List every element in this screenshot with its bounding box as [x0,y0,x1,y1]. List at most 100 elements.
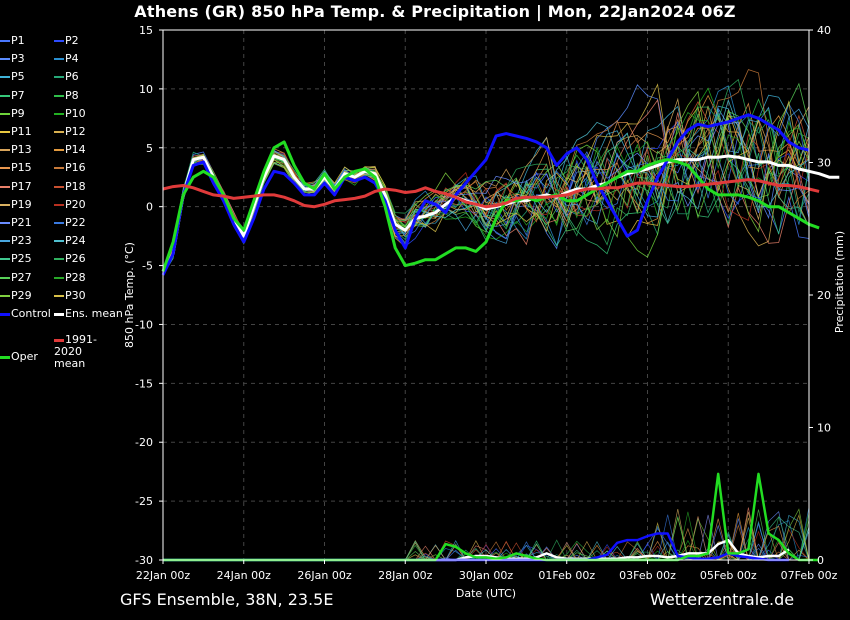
legend-label: P2 [65,34,79,47]
legend-label: P27 [11,270,32,284]
x-tick-label: 05Feb 00z [700,569,757,582]
legend-item: P14 [54,143,86,157]
legend-item: P2 [54,34,79,48]
legend-label: P19 [11,197,32,211]
model-caption: GFS Ensemble, 38N, 23.5E [120,590,334,609]
y-tick-label-left: -30 [135,554,153,567]
legend-label: P1 [11,34,25,47]
legend-item: P27 [0,271,32,285]
chart-title: Athens (GR) 850 hPa Temp. & Precipitatio… [134,2,736,21]
legend-item: P26 [54,252,86,266]
legend-swatch [0,112,10,115]
y-axis-label-left: 850 hPa Temp. (°C) [123,242,136,348]
legend-swatch [0,258,10,261]
x-tick-label: 30Jan 00z [459,569,513,582]
legend-swatch [54,131,64,133]
legend-swatch [0,40,10,42]
legend-label: P13 [11,143,32,157]
legend-swatch [0,131,10,133]
legend-label: P22 [65,216,86,229]
legend-item: P4 [54,52,79,66]
legend-label: P12 [65,125,86,138]
y-tick-label-right: 30 [817,157,831,170]
legend-label: P23 [11,234,32,248]
legend-label: P18 [65,179,86,193]
legend-item: P1 [0,34,25,48]
legend-item: P11 [0,125,32,139]
legend-swatch [0,240,10,243]
legend-swatch [0,94,10,97]
y-tick-label-right: 40 [817,24,831,37]
x-tick-label: 03Feb 00z [619,569,676,582]
y-tick-label-left: 10 [139,83,153,96]
y-tick-label-right: 0 [817,554,824,567]
legend-item: P20 [54,198,86,212]
legend-item: P28 [54,271,86,285]
x-tick-label: 28Jan 00z [378,569,432,582]
x-axis-label: Date (UTC) [456,587,516,600]
legend-item: P19 [0,198,32,212]
legend-label: P14 [65,143,86,157]
legend-item: P22 [54,216,86,230]
y-tick-label-left: -20 [135,436,153,449]
legend-item: Ens. mean [54,307,123,321]
legend-label: P6 [65,70,79,84]
legend-swatch [54,40,64,42]
legend-swatch [54,276,64,279]
legend-label: P29 [11,288,32,302]
legend-swatch [0,185,10,188]
x-tick-label: 01Feb 00z [538,569,595,582]
legend-label: P11 [11,125,32,138]
legend-item: P29 [0,289,32,303]
legend-swatch [0,149,10,152]
y-tick-label-left: -25 [135,495,153,508]
y-tick-label-right: 10 [817,422,831,435]
legend-label: P24 [65,234,86,248]
legend-item: Control [0,307,51,321]
x-tick-label: 26Jan 00z [297,569,351,582]
legend-label: Ens. mean [65,307,123,320]
legend-swatch [0,276,10,279]
legend-label: P16 [65,161,86,175]
x-tick-label: 24Jan 00z [217,569,271,582]
legend-swatch [54,185,64,188]
series-line-control [161,113,810,276]
legend-item: 1991-2020 mean [54,334,116,370]
legend-swatch [0,294,10,297]
y-tick-label-right: 20 [817,289,831,302]
legend-item: P13 [0,143,32,157]
legend-item: P8 [54,89,79,103]
legend-label: P8 [65,88,79,102]
legend-swatch [0,76,10,79]
legend-item: P18 [54,180,86,194]
legend-label: P4 [65,52,79,66]
legend-label: P15 [11,161,32,175]
legend-item: P6 [54,70,79,84]
legend-label: P20 [65,197,86,211]
series-line-1991-2020-mean [162,178,820,209]
legend-label: P17 [11,179,32,193]
legend-label: P10 [65,106,86,120]
legend-label: Control [11,307,51,320]
legend-item: P24 [54,234,86,248]
legend-swatch [0,222,10,224]
legend-swatch [0,58,10,61]
legend-label: P7 [11,88,25,102]
series-line-oper [161,140,820,272]
y-tick-label-left: -15 [135,377,153,390]
legend-label: P25 [11,252,32,266]
legend-swatch [0,312,10,316]
legend-swatch [0,167,10,170]
legend-swatch [54,94,64,97]
x-tick-label: 07Feb 00z [781,569,838,582]
legend-item: P9 [0,107,25,121]
legend-item: P15 [0,161,32,175]
legend-item: P5 [0,70,25,84]
legend-item: P3 [0,52,25,66]
legend-label: P9 [11,106,25,120]
y-axis-label-right: Precipitation (mm) [833,231,846,333]
legend-swatch [0,203,10,206]
legend-item: P10 [54,107,86,121]
legend-swatch [54,240,64,243]
